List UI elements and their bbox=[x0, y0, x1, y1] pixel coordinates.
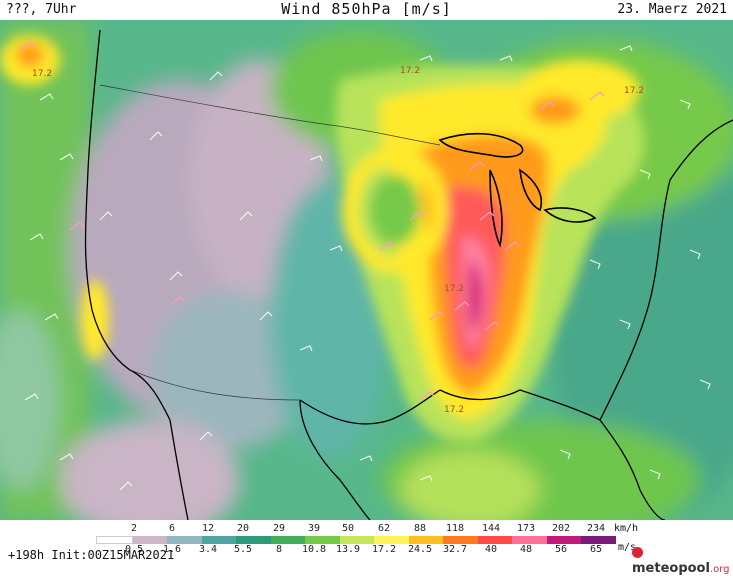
colorbar-swatch bbox=[305, 536, 340, 544]
contour-label-north: 17.2 bbox=[400, 66, 420, 76]
ms-tick: 48 bbox=[520, 544, 532, 555]
kmh-tick: 173 bbox=[517, 523, 535, 534]
header: ???, 7Uhr Wind 850hPa [m/s] 23. Maerz 20… bbox=[0, 0, 733, 20]
contour-label-south: 17.2 bbox=[444, 405, 464, 415]
contour-label-nw: 17.2 bbox=[32, 69, 52, 79]
kmh-unit: km/h bbox=[614, 523, 638, 534]
kmh-tick: 202 bbox=[552, 523, 570, 534]
logo-icon bbox=[632, 547, 643, 558]
contour-label-central: 17.2 bbox=[444, 284, 464, 294]
ms-tick: 5.5 bbox=[234, 544, 252, 555]
wind-map-svg: 17.2 17.2 17.2 17.2 17.2 bbox=[0, 20, 733, 520]
colorbar-swatch bbox=[202, 536, 237, 544]
swirl-core bbox=[370, 175, 420, 245]
colorbar-swatch bbox=[581, 536, 616, 544]
kmh-tick: 39 bbox=[308, 523, 320, 534]
kmh-tick: 234 bbox=[587, 523, 605, 534]
kmh-tick: 62 bbox=[378, 523, 390, 534]
colorbar-swatch bbox=[167, 536, 202, 544]
kmh-tick: 12 bbox=[202, 523, 214, 534]
ms-tick: 32.7 bbox=[443, 544, 467, 555]
colorbar-swatch bbox=[547, 536, 582, 544]
colorbar-swatch bbox=[512, 536, 547, 544]
colorbar-swatch bbox=[443, 536, 478, 544]
ne-orange bbox=[530, 96, 580, 124]
kmh-tick: 20 bbox=[237, 523, 249, 534]
colorbar-swatch bbox=[340, 536, 375, 544]
ms-tick: 3.4 bbox=[199, 544, 217, 555]
logo-text: meteopool bbox=[632, 561, 710, 576]
colorbar bbox=[96, 536, 616, 544]
colorbar-swatch bbox=[271, 536, 306, 544]
colorbar-swatch bbox=[96, 536, 133, 544]
ms-tick: 10.8 bbox=[302, 544, 326, 555]
meteopool-logo-link[interactable]: meteopool.org bbox=[632, 546, 733, 576]
kmh-tick: 50 bbox=[342, 523, 354, 534]
colorbar-swatch bbox=[478, 536, 513, 544]
legend: 2 6 12 20 29 39 50 62 88 118 144 173 202… bbox=[0, 520, 733, 566]
nw-pocket-core bbox=[16, 43, 44, 67]
ms-tick: 13.9 bbox=[336, 544, 360, 555]
ms-tick: 40 bbox=[485, 544, 497, 555]
forecast-run-label: +198h Init:00Z15MAR2021 bbox=[8, 548, 174, 562]
kmh-tick: 29 bbox=[273, 523, 285, 534]
colorbar-swatch bbox=[409, 536, 444, 544]
kmh-tick: 6 bbox=[169, 523, 175, 534]
ms-tick: 8 bbox=[276, 544, 282, 555]
ms-tick: 65 bbox=[590, 544, 602, 555]
ms-tick: 17.2 bbox=[372, 544, 396, 555]
ms-tick: 56 bbox=[555, 544, 567, 555]
contour-label-ne: 17.2 bbox=[624, 86, 644, 96]
kmh-tick: 88 bbox=[414, 523, 426, 534]
colorbar-swatch bbox=[133, 536, 168, 544]
colorbar-swatch bbox=[374, 536, 409, 544]
kmh-tick: 118 bbox=[446, 523, 464, 534]
forecast-date: 23. Maerz 2021 bbox=[617, 0, 727, 20]
kmh-tick: 144 bbox=[482, 523, 500, 534]
kmh-tick: 2 bbox=[131, 523, 137, 534]
wind-map: 17.2 17.2 17.2 17.2 17.2 bbox=[0, 20, 733, 520]
colorbar-swatch bbox=[236, 536, 271, 544]
ms-tick: 24.5 bbox=[408, 544, 432, 555]
